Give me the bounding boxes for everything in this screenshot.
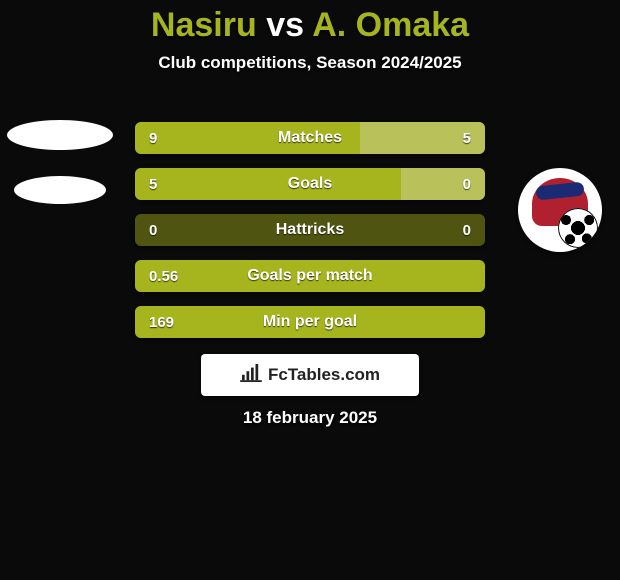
- page-title: Nasiru vs A. Omaka: [0, 0, 620, 45]
- stat-label: Matches: [135, 122, 485, 154]
- subtitle: Club competitions, Season 2024/2025: [0, 53, 620, 73]
- stat-row: 0Hattricks0: [135, 214, 485, 246]
- attribution-text: FcTables.com: [268, 365, 380, 385]
- stat-right-value: [457, 306, 485, 338]
- comparison-infographic: Nasiru vs A. Omaka Club competitions, Se…: [0, 0, 620, 580]
- player-b-team-badge: [518, 168, 602, 252]
- stat-row: 0.56Goals per match: [135, 260, 485, 292]
- player-a-team-badge: [14, 176, 106, 204]
- stat-label: Min per goal: [135, 306, 485, 338]
- attribution-box: FcTables.com: [201, 354, 419, 396]
- bar-chart-icon: [240, 364, 262, 387]
- stat-right-value: 0: [449, 168, 485, 200]
- title-vs: vs: [266, 6, 304, 44]
- comparison-bars: 9Matches55Goals00Hattricks00.56Goals per…: [135, 122, 485, 352]
- stat-row: 169Min per goal: [135, 306, 485, 338]
- stat-label: Hattricks: [135, 214, 485, 246]
- title-player-b: A. Omaka: [312, 6, 469, 44]
- date-text: 18 february 2025: [0, 408, 620, 428]
- stat-label: Goals per match: [135, 260, 485, 292]
- stat-right-value: [457, 260, 485, 292]
- player-a-avatar: [7, 120, 113, 150]
- soccer-ball-icon: [558, 208, 598, 248]
- stat-right-value: 5: [449, 122, 485, 154]
- stat-row: 9Matches5: [135, 122, 485, 154]
- stat-row: 5Goals0: [135, 168, 485, 200]
- right-column: [500, 110, 620, 252]
- left-column: [0, 110, 120, 204]
- stat-label: Goals: [135, 168, 485, 200]
- title-player-a: Nasiru: [151, 6, 257, 44]
- stat-right-value: 0: [449, 214, 485, 246]
